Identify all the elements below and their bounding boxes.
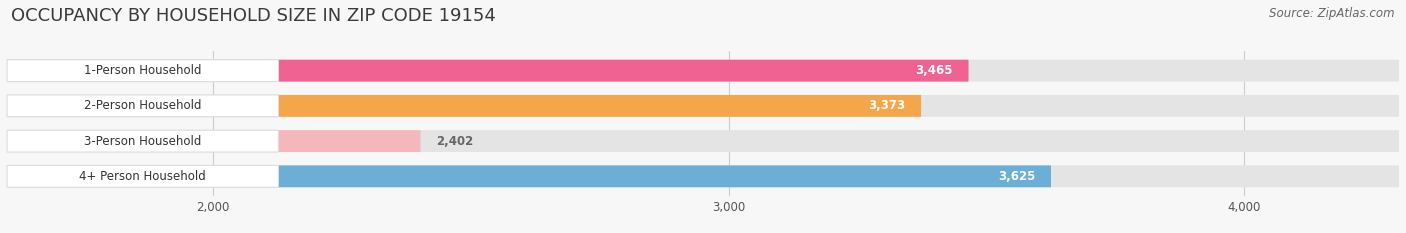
- Text: 2,402: 2,402: [436, 135, 474, 148]
- FancyBboxPatch shape: [7, 95, 1399, 117]
- Text: 3,373: 3,373: [869, 99, 905, 112]
- FancyBboxPatch shape: [7, 95, 921, 117]
- FancyBboxPatch shape: [7, 165, 278, 187]
- FancyBboxPatch shape: [7, 60, 969, 82]
- FancyBboxPatch shape: [7, 130, 1399, 152]
- Text: 4+ Person Household: 4+ Person Household: [79, 170, 207, 183]
- FancyBboxPatch shape: [7, 60, 1399, 82]
- FancyBboxPatch shape: [7, 130, 420, 152]
- Text: 3,465: 3,465: [915, 64, 953, 77]
- FancyBboxPatch shape: [7, 165, 1050, 187]
- FancyBboxPatch shape: [7, 95, 278, 117]
- FancyBboxPatch shape: [7, 165, 1399, 187]
- Text: 3,625: 3,625: [998, 170, 1035, 183]
- Text: 2-Person Household: 2-Person Household: [84, 99, 201, 112]
- Text: 1-Person Household: 1-Person Household: [84, 64, 201, 77]
- Text: 3-Person Household: 3-Person Household: [84, 135, 201, 148]
- FancyBboxPatch shape: [7, 60, 278, 82]
- Text: OCCUPANCY BY HOUSEHOLD SIZE IN ZIP CODE 19154: OCCUPANCY BY HOUSEHOLD SIZE IN ZIP CODE …: [11, 7, 496, 25]
- FancyBboxPatch shape: [7, 130, 278, 152]
- Text: Source: ZipAtlas.com: Source: ZipAtlas.com: [1270, 7, 1395, 20]
